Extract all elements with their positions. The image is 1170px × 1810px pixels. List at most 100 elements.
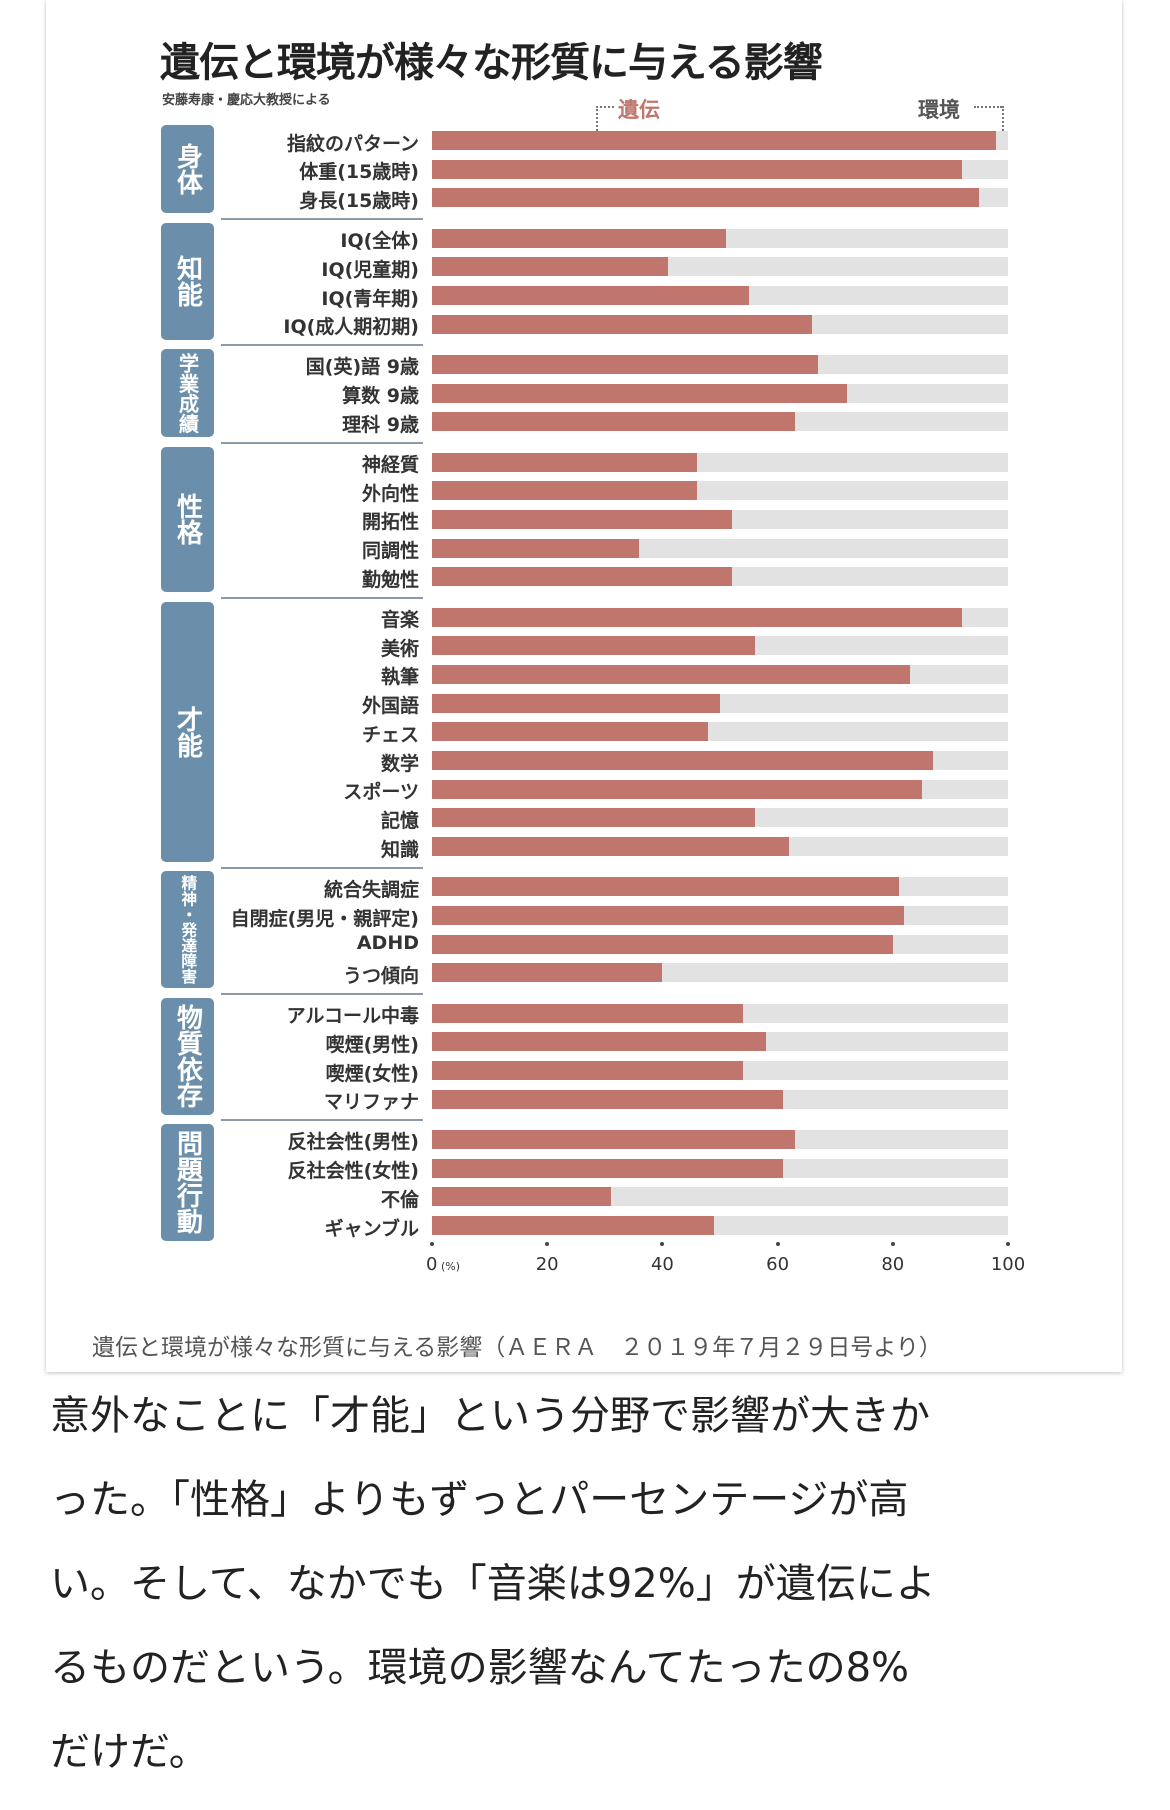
bar-environment — [432, 722, 1008, 742]
bar-heredity — [432, 1216, 715, 1235]
row-label: ギャンブル — [324, 1217, 419, 1240]
bar-heredity — [432, 257, 669, 277]
row-label: 体重(15歳時) — [299, 161, 419, 184]
x-unit-label: (%) — [437, 1260, 460, 1273]
row-label: 知識 — [380, 838, 419, 861]
row-label: アルコール中毒 — [286, 1005, 419, 1028]
bar-heredity — [432, 1003, 744, 1023]
row-label: 喫煙(男性) — [325, 1033, 419, 1056]
chart-subtitle: 安藤寿康・慶応大教授による — [162, 93, 331, 108]
x-tick-mark — [545, 1242, 550, 1246]
x-tick-mark — [1006, 1242, 1010, 1246]
bar-environment — [432, 1158, 1008, 1178]
bar-environment — [432, 877, 1008, 897]
bar-heredity — [432, 1089, 784, 1109]
row-label: ADHD — [356, 932, 419, 955]
row-label: 勤勉性 — [361, 568, 419, 591]
category-box: 問題行動 — [161, 1123, 214, 1241]
category-label: 知能 — [172, 255, 203, 308]
bar-heredity — [432, 636, 755, 656]
row-label: IQ(児童期) — [321, 258, 419, 281]
x-tick-label: 100 — [991, 1254, 1025, 1275]
bar-environment — [432, 1003, 1008, 1023]
bar-heredity — [432, 228, 726, 248]
category-box: 精神・発達障害 — [161, 871, 214, 989]
x-tick-label: 0 (%) — [426, 1254, 460, 1275]
category-label: 問題行動 — [172, 1130, 203, 1235]
legend-leader — [974, 106, 1002, 108]
legend-environment: 環境 — [918, 98, 960, 122]
group-divider — [221, 441, 423, 444]
bar-heredity — [432, 188, 980, 208]
x-tick-label: 40 — [651, 1254, 674, 1275]
legend-leader — [1002, 106, 1004, 142]
paragraph-line: った。「性格」よりもずっとパーセンテージが高 — [50, 1477, 909, 1523]
paragraph-line: だけだ。 — [50, 1729, 209, 1775]
bar-heredity — [432, 693, 720, 713]
bar-heredity — [432, 452, 697, 472]
bar-environment — [432, 314, 1008, 334]
paragraph-line: 意外なことに「才能」という分野で影響が大きか — [50, 1393, 930, 1439]
x-tick-label: 20 — [536, 1254, 559, 1275]
bar-environment — [432, 664, 1008, 684]
row-label: 記憶 — [380, 809, 419, 832]
row-label: IQ(青年期) — [321, 287, 419, 310]
bar-environment — [432, 837, 1008, 857]
bar-heredity — [432, 664, 911, 684]
group-divider — [221, 993, 423, 995]
group-divider — [221, 344, 423, 347]
row-label: IQ(全体) — [340, 230, 419, 253]
x-tick-text: 100 — [990, 1254, 1026, 1275]
row-label: 統合失調症 — [323, 878, 419, 901]
bar-environment — [432, 751, 1008, 770]
group-divider — [221, 866, 423, 869]
group-divider — [221, 1119, 423, 1122]
image-caption: 遺伝と環境が様々な形質に与える影響（ＡＥＲＡ ２０１９年７月２９日号より） — [92, 1335, 942, 1361]
bar-heredity — [432, 159, 962, 179]
bar-environment — [432, 383, 1008, 403]
x-tick-text: 40 — [650, 1254, 674, 1275]
bar-environment — [432, 963, 1008, 983]
x-tick-mark — [660, 1242, 665, 1246]
row-label: 理科 9歳 — [342, 413, 419, 436]
bar-heredity — [432, 509, 732, 529]
bar-environment — [432, 412, 1008, 432]
category-box: 性格 — [161, 446, 214, 593]
category-label: 物質依存 — [172, 1004, 203, 1109]
bar-heredity — [432, 286, 749, 305]
bar-heredity — [432, 314, 813, 334]
row-label: 神経質 — [361, 454, 419, 476]
bar-heredity — [432, 722, 709, 742]
row-label: 美術 — [380, 637, 419, 660]
group-divider — [221, 596, 423, 599]
x-tick-label: 60 — [766, 1254, 789, 1275]
bar-environment — [432, 131, 1008, 150]
row-label: 執筆 — [380, 666, 419, 689]
bar-environment — [432, 1187, 1008, 1207]
bar-environment — [432, 934, 1008, 954]
bar-environment — [432, 693, 1008, 713]
bar-environment — [432, 228, 1008, 248]
bar-environment — [432, 286, 1008, 305]
bar-heredity — [432, 934, 893, 954]
legend-leader — [596, 106, 598, 142]
bar-heredity — [432, 808, 755, 828]
bar-environment — [432, 808, 1008, 828]
category-label: 性格 — [172, 493, 203, 546]
bar-environment — [432, 1089, 1008, 1109]
row-label: 外国語 — [361, 695, 419, 718]
row-label: マリファナ — [323, 1091, 419, 1114]
category-box: 知能 — [161, 222, 214, 340]
x-tick-text: 80 — [881, 1254, 905, 1275]
bar-environment — [432, 636, 1008, 656]
bar-heredity — [432, 538, 640, 558]
category-label: 身体 — [172, 143, 203, 196]
row-label: 算数 9歳 — [342, 385, 419, 408]
row-label: 自閉症(男児・親評定) — [230, 907, 419, 930]
x-tick-mark — [430, 1242, 434, 1246]
article-paragraph: 意外なことに「才能」という分野で影響が大きか った。「性格」よりもずっとパーセン… — [50, 1390, 936, 1810]
row-label: 身長(15歳時) — [299, 189, 419, 212]
bar-environment — [432, 188, 1008, 208]
x-tick-text: 0 — [426, 1254, 438, 1275]
chart-title: 遺伝と環境が様々な形質に与える影響 — [160, 40, 823, 86]
